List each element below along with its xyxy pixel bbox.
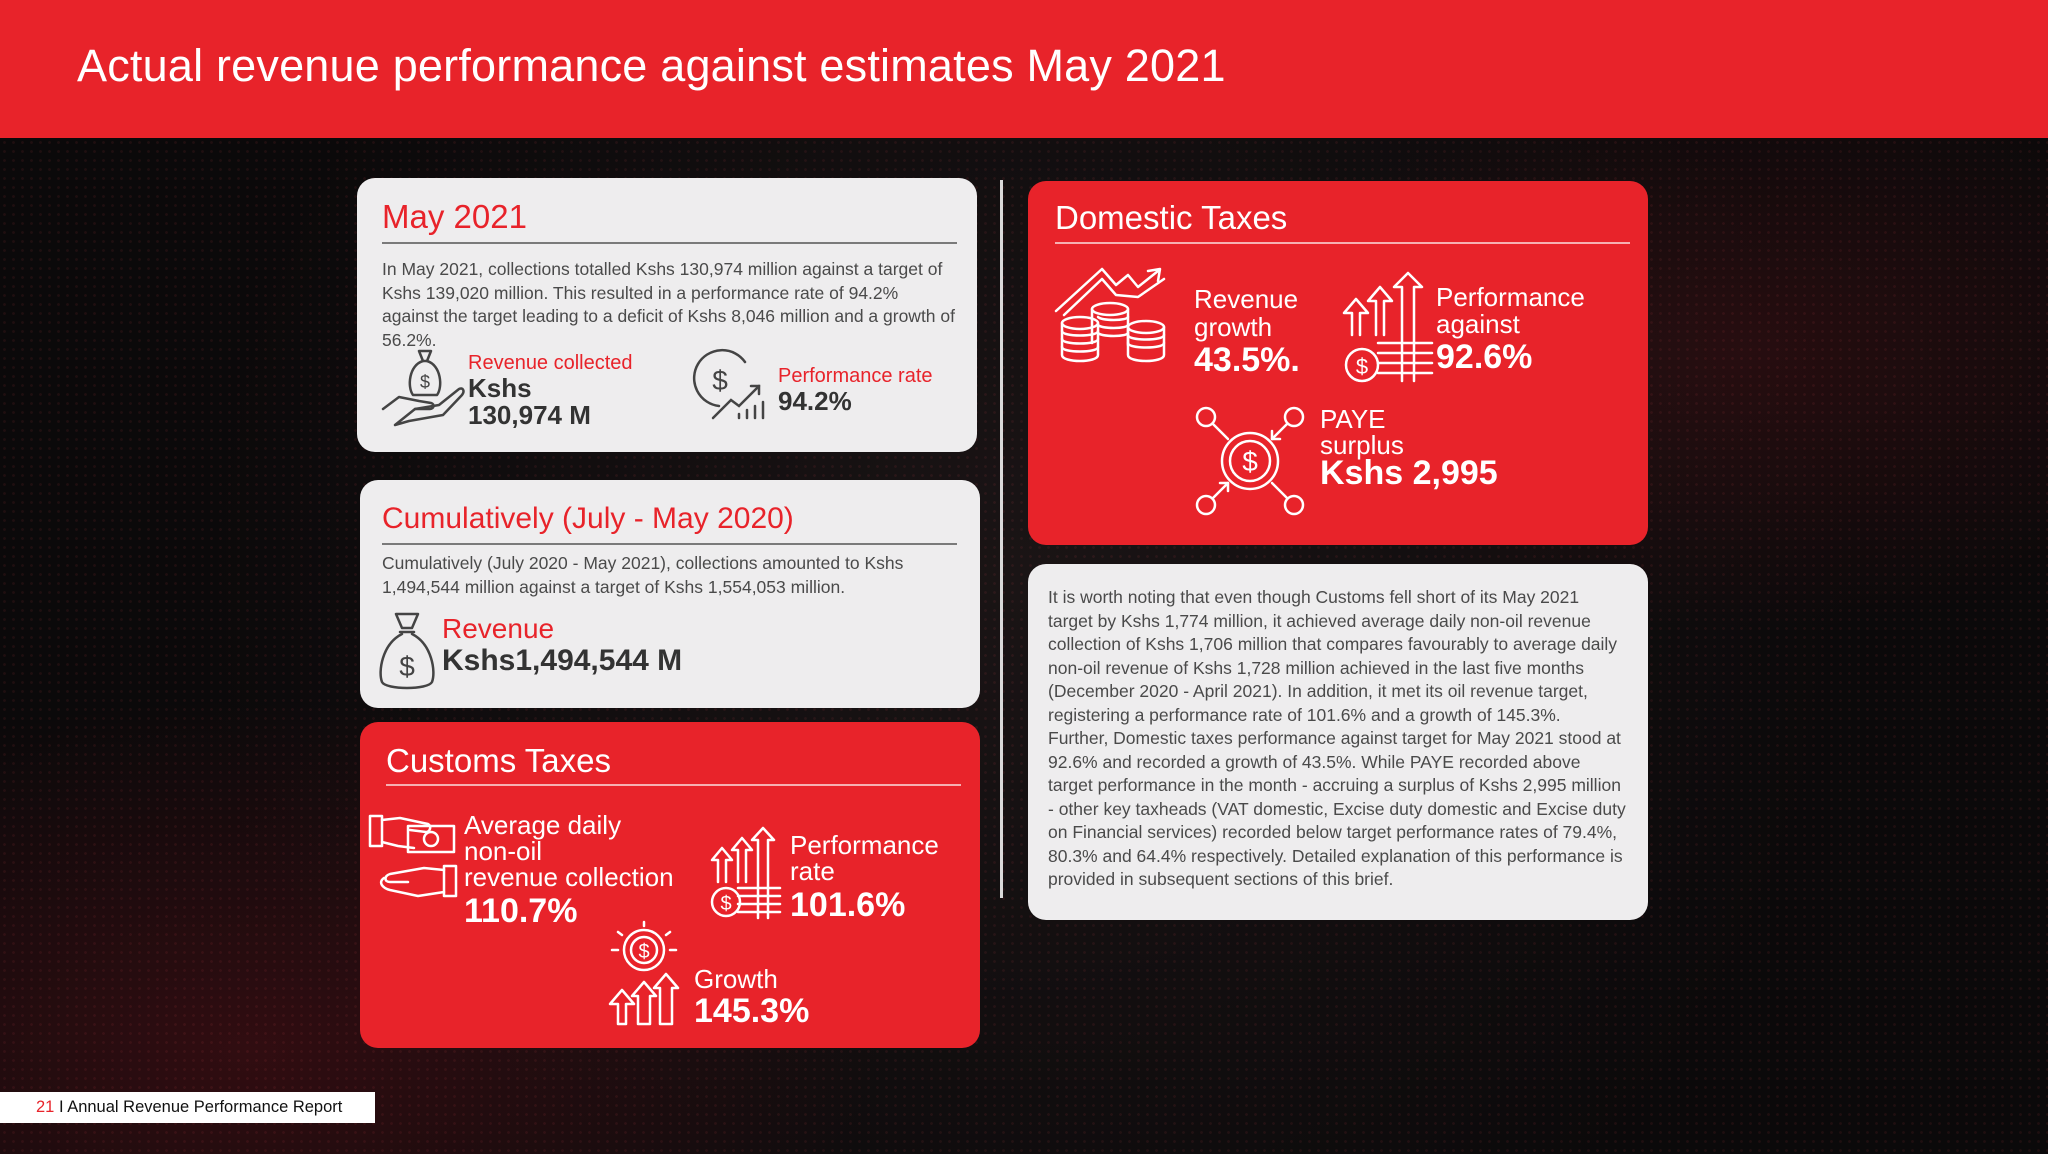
dollar-coin-growth-icon: $ bbox=[608, 920, 680, 1026]
svg-text:$: $ bbox=[720, 893, 731, 915]
title-banner: Actual revenue performance against estim… bbox=[0, 0, 2048, 138]
domestic-taxes-card: Domestic Taxes Revenue growth 43.5%. $ P… bbox=[1028, 181, 1648, 545]
customs-perf-label-line1: Performance bbox=[790, 830, 939, 860]
nonoil-value: 110.7% bbox=[464, 892, 578, 930]
coins-bar-chart-icon: $ bbox=[710, 826, 782, 920]
revenue-collected-value-line1: Kshs bbox=[468, 373, 532, 403]
dollar-network-icon: $ bbox=[1195, 406, 1305, 516]
cumulative-card-title: Cumulatively (July - May 2020) bbox=[382, 502, 794, 535]
domestic-card-title: Domestic Taxes bbox=[1055, 199, 1288, 236]
may-card-rule bbox=[382, 242, 957, 244]
customs-growth-value: 145.3% bbox=[694, 992, 810, 1030]
svg-text:$: $ bbox=[399, 651, 415, 682]
column-divider bbox=[1000, 180, 1003, 898]
notes-paragraph-1: It is worth noting that even though Cust… bbox=[1048, 587, 1618, 725]
paye-label-line1: PAYE bbox=[1320, 404, 1386, 434]
customs-taxes-card: Customs Taxes Average daily non-oil reve… bbox=[360, 722, 980, 1048]
performance-rate-value: 94.2% bbox=[778, 386, 852, 416]
cumulative-card-text: Cumulatively (July 2020 - May 2021), col… bbox=[382, 553, 904, 597]
svg-text:$: $ bbox=[1356, 354, 1368, 379]
paye-label-line2: surplus bbox=[1320, 430, 1404, 460]
domestic-card-rule bbox=[1055, 242, 1630, 244]
may-card-text: In May 2021, collections totalled Kshs 1… bbox=[382, 259, 955, 350]
svg-text:$: $ bbox=[1242, 446, 1258, 477]
domestic-perf-label-line2: against bbox=[1436, 309, 1520, 339]
domestic-growth-label-line1: Revenue bbox=[1194, 284, 1299, 314]
may-card-title: May 2021 bbox=[382, 198, 527, 235]
notes-paragraph-2: Further, Domestic taxes performance agai… bbox=[1048, 728, 1626, 889]
svg-text:$: $ bbox=[420, 372, 430, 392]
nonoil-label-line3: revenue collection bbox=[464, 862, 674, 892]
customs-card-title: Customs Taxes bbox=[386, 742, 611, 779]
cumulative-revenue-label: Revenue bbox=[442, 613, 555, 644]
customs-card-rule bbox=[386, 784, 961, 786]
cumulative-revenue-value: Kshs1,494,544 M bbox=[442, 644, 683, 677]
cumulative-card-rule bbox=[382, 543, 957, 545]
money-bag-hand-icon: $ bbox=[381, 349, 465, 427]
domestic-perf-label-line1: Performance bbox=[1436, 282, 1585, 312]
cash-hand-icon bbox=[368, 814, 458, 898]
customs-perf-label-line2: rate bbox=[790, 856, 835, 886]
page-number: 21 bbox=[36, 1098, 55, 1116]
nonoil-label-line1: Average daily bbox=[464, 810, 622, 840]
nonoil-label-line2: non-oil bbox=[464, 836, 543, 866]
footer-separator: I bbox=[54, 1098, 68, 1116]
domestic-perf-value: 92.6% bbox=[1436, 338, 1533, 376]
dollar-growth-chart-icon: $ bbox=[692, 348, 765, 420]
may-2021-card: May 2021 In May 2021, collections totall… bbox=[357, 178, 977, 452]
revenue-collected-label: Revenue collected bbox=[468, 352, 633, 374]
customs-growth-label: Growth bbox=[694, 964, 778, 994]
domestic-growth-label-line2: growth bbox=[1194, 312, 1273, 342]
domestic-growth-value: 43.5%. bbox=[1194, 341, 1300, 379]
customs-perf-value: 101.6% bbox=[790, 886, 906, 924]
dot-pattern-background bbox=[0, 138, 2048, 1154]
page-title: Actual revenue performance against estim… bbox=[77, 40, 1226, 91]
notes-card: It is worth noting that even though Cust… bbox=[1028, 564, 1648, 920]
money-bag-icon: $ bbox=[379, 612, 435, 690]
svg-text:$: $ bbox=[712, 365, 728, 396]
revenue-collected-value-line2: 130,974 M bbox=[468, 400, 591, 430]
cumulative-card: Cumulatively (July - May 2020) Cumulativ… bbox=[360, 480, 980, 708]
coins-trend-icon bbox=[1054, 267, 1166, 363]
coins-bar-chart-icon: $ bbox=[1342, 271, 1434, 383]
report-name: Annual Revenue Performance Report bbox=[67, 1098, 343, 1116]
performance-rate-label: Performance rate bbox=[778, 365, 933, 387]
svg-text:$: $ bbox=[638, 941, 649, 963]
paye-value: Kshs 2,995 bbox=[1320, 454, 1498, 492]
footer-label: 21 I Annual Revenue Performance Report bbox=[0, 1092, 375, 1123]
